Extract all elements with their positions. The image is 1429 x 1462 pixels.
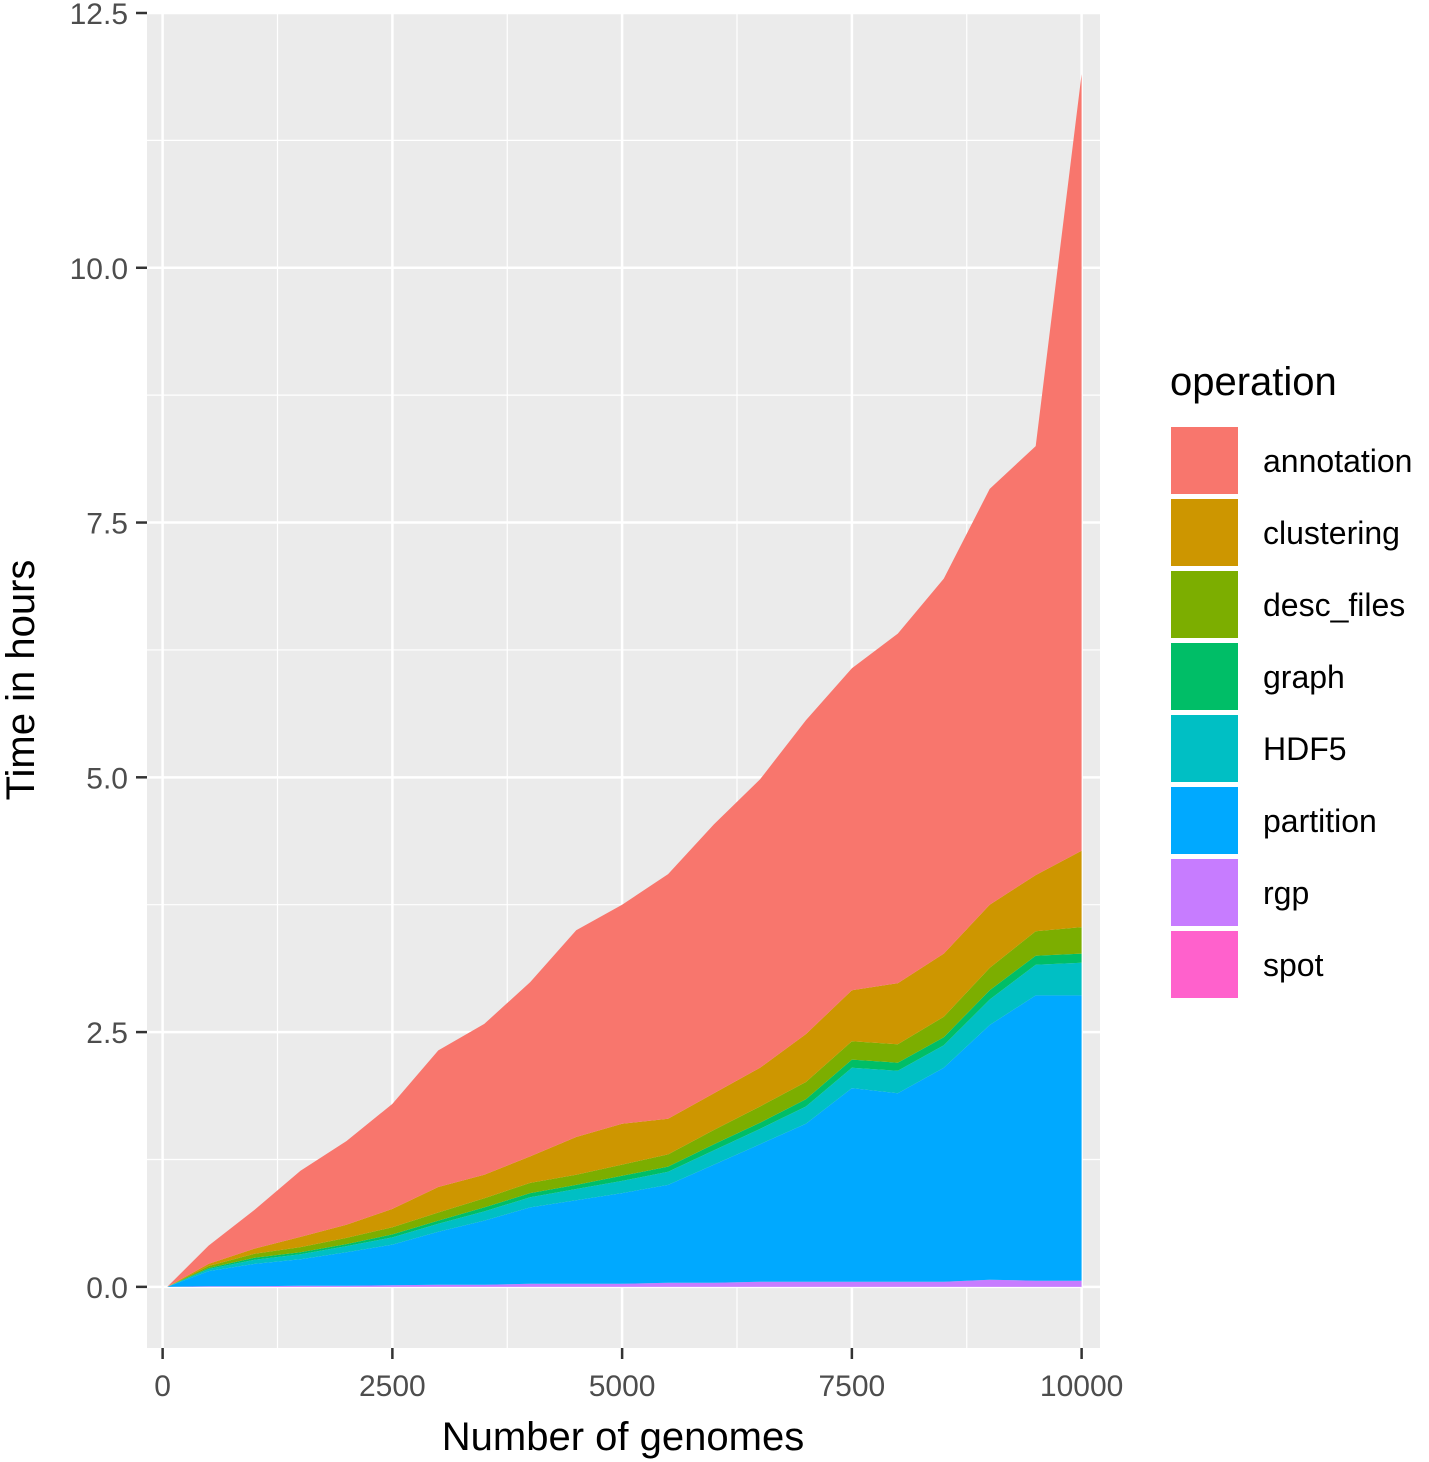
y-tick-label: 12.5 xyxy=(70,0,128,31)
area-series xyxy=(167,74,1082,1287)
y-tick-label: 10.0 xyxy=(70,253,128,286)
y-axis-title: Time in hours xyxy=(0,560,43,801)
legend-swatch-spot xyxy=(1171,931,1238,998)
legend-swatch-hdf5 xyxy=(1171,715,1238,782)
x-tick-label: 7500 xyxy=(818,1370,885,1403)
y-tick-label: 2.5 xyxy=(86,1017,128,1050)
y-tick-label: 5.0 xyxy=(86,762,128,795)
area-partition xyxy=(167,995,1082,1287)
area-rgp xyxy=(167,1279,1082,1287)
legend-label: partition xyxy=(1263,803,1377,839)
legend-swatch-clustering xyxy=(1171,499,1238,566)
legend-label: HDF5 xyxy=(1263,731,1347,767)
legend-label: annotation xyxy=(1263,443,1412,479)
legend-swatch-annotation xyxy=(1171,427,1238,494)
legend-swatch-desc-files xyxy=(1171,571,1238,638)
legend-title: operation xyxy=(1170,360,1337,404)
area-annotation xyxy=(167,74,1082,1287)
legend-swatch-rgp xyxy=(1171,859,1238,926)
legend-label: clustering xyxy=(1263,515,1400,551)
x-axis: 0 2500 5000 7500 10000 xyxy=(154,1348,1123,1403)
y-axis: 0.0 2.5 5.0 7.5 10.0 12.5 xyxy=(70,0,147,1305)
legend-swatch-partition xyxy=(1171,787,1238,854)
x-tick-label: 0 xyxy=(154,1370,171,1403)
y-tick-label: 0.0 xyxy=(86,1272,128,1305)
legend-label: rgp xyxy=(1263,875,1309,911)
x-axis-title: Number of genomes xyxy=(442,1415,804,1459)
legend-swatch-graph xyxy=(1171,643,1238,710)
x-tick-label: 5000 xyxy=(589,1370,656,1403)
x-tick-label: 2500 xyxy=(359,1370,426,1403)
x-tick-label: 10000 xyxy=(1040,1370,1123,1403)
legend: operation annotation clustering desc_files… xyxy=(1170,360,1412,998)
legend-label: desc_files xyxy=(1263,587,1405,623)
legend-label: graph xyxy=(1263,659,1345,695)
legend-label: spot xyxy=(1263,947,1324,983)
y-tick-label: 7.5 xyxy=(86,508,128,541)
